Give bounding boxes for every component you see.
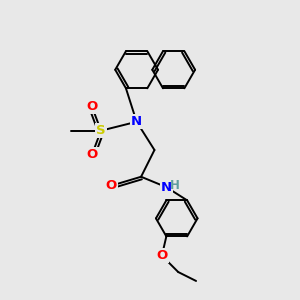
Text: H: H <box>170 179 180 192</box>
Text: N: N <box>131 115 142 128</box>
Text: O: O <box>86 100 98 113</box>
Text: S: S <box>96 124 106 137</box>
Text: O: O <box>106 179 117 192</box>
Text: O: O <box>156 249 167 262</box>
Text: N: N <box>161 181 172 194</box>
Text: O: O <box>86 148 98 161</box>
